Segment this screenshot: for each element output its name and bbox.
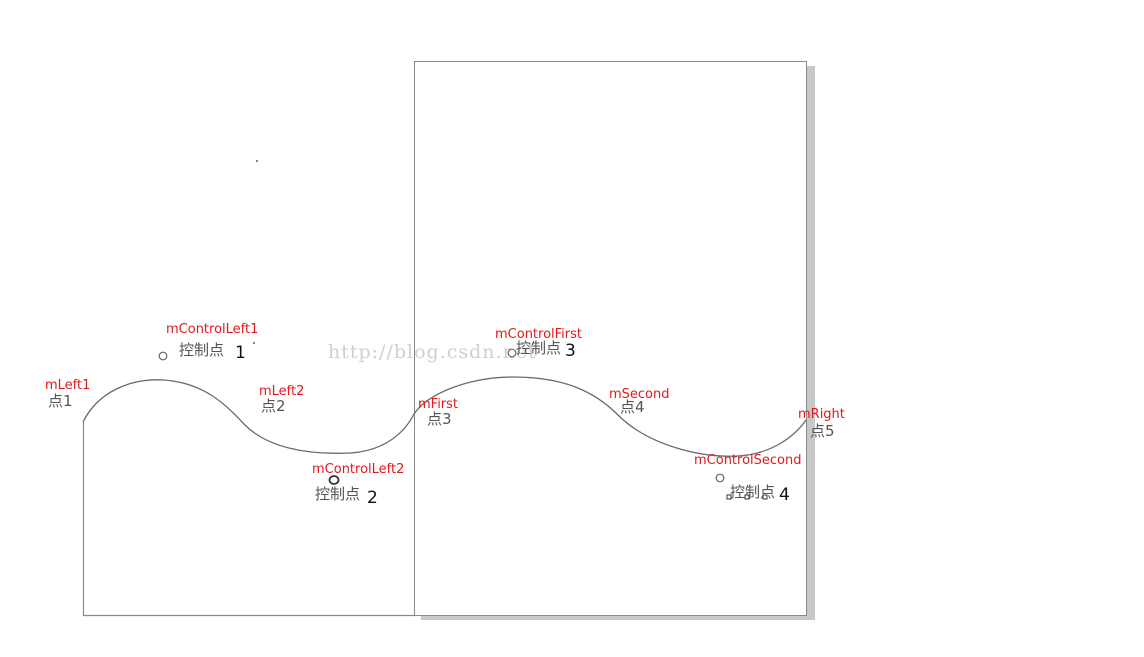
stray-dot bbox=[256, 160, 258, 162]
point-3-label: 点3 bbox=[427, 410, 452, 428]
control-2-number: 2 bbox=[367, 488, 378, 508]
control-4-marker bbox=[715, 473, 725, 483]
control-3-label: 控制点 bbox=[516, 339, 561, 357]
control-1-number: 1 bbox=[235, 343, 246, 363]
point-1-label: 点1 bbox=[48, 392, 73, 410]
point-1-var: mLeft1 bbox=[45, 378, 90, 393]
selection-handle bbox=[744, 494, 750, 500]
control-4-var: mControlSecond bbox=[694, 453, 802, 468]
control-4-label: 控制点 bbox=[730, 483, 775, 501]
point-4-label: 点4 bbox=[620, 398, 645, 416]
point-2-var: mLeft2 bbox=[259, 384, 304, 399]
control-2-label: 控制点 bbox=[315, 485, 360, 503]
control-1-marker bbox=[158, 351, 168, 361]
bezier-curve bbox=[82, 376, 807, 457]
control-1-var: mControlLeft1 bbox=[166, 322, 258, 337]
control-4-number: 4 bbox=[779, 485, 790, 505]
right-page bbox=[414, 61, 807, 616]
point-5-var: mRight bbox=[798, 407, 845, 422]
selection-handle bbox=[762, 494, 768, 500]
point-2-label: 点2 bbox=[261, 397, 286, 415]
control-3-number: 3 bbox=[565, 341, 576, 361]
point-5-label: 点5 bbox=[810, 422, 835, 440]
point-3-var: mFirst bbox=[418, 397, 458, 412]
selection-handle bbox=[726, 494, 732, 500]
stray-dot bbox=[253, 342, 255, 344]
control-1-label: 控制点 bbox=[179, 341, 224, 359]
control-3-marker bbox=[507, 348, 517, 358]
control-3-var: mControlFirst bbox=[495, 327, 582, 342]
control-2-var: mControlLeft2 bbox=[312, 462, 404, 477]
watermark: http://blog.csdn.net bbox=[328, 341, 537, 363]
left-page-outline bbox=[82, 422, 415, 617]
point-4-var: mSecond bbox=[609, 387, 670, 402]
control-2-marker bbox=[328, 475, 340, 485]
